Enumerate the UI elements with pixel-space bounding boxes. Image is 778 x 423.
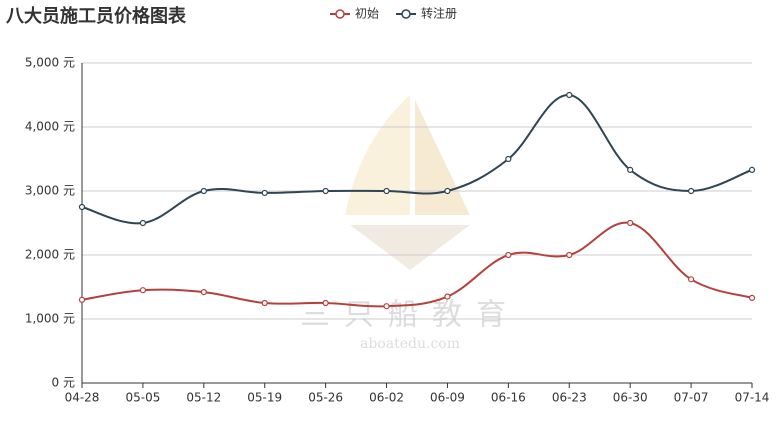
data-point — [566, 251, 573, 259]
x-tick-label: 05-19 — [247, 391, 282, 405]
data-point — [444, 293, 451, 300]
x-tick-label: 06-09 — [430, 391, 465, 405]
x-tick-label: 06-23 — [552, 391, 587, 405]
x-tick-label: 06-16 — [491, 391, 526, 405]
data-point — [505, 251, 512, 259]
data-point — [322, 299, 329, 307]
y-tick-label: 3,000 元 — [25, 184, 75, 198]
x-tick-label: 05-12 — [186, 391, 221, 405]
data-point — [444, 187, 451, 195]
chart-title: 八大员施工员价格图表 — [6, 5, 187, 27]
data-point — [261, 299, 268, 307]
data-point — [627, 219, 634, 227]
data-point — [78, 203, 86, 211]
x-tick-label: 04-28 — [65, 391, 100, 405]
data-point — [78, 296, 86, 303]
data-point — [748, 294, 756, 301]
x-tick-label: 06-02 — [369, 391, 404, 405]
data-point — [139, 219, 147, 227]
legend-marker — [401, 9, 411, 19]
x-tick-label: 06-30 — [613, 391, 648, 405]
y-tick-label: 5,000 元 — [25, 56, 75, 70]
data-point — [748, 166, 756, 173]
x-tick-label: 05-26 — [308, 391, 343, 405]
y-tick-label: 1,000 元 — [25, 312, 75, 326]
legend-marker — [335, 9, 345, 19]
data-point — [687, 187, 695, 195]
series-line — [81, 93, 753, 225]
x-tick-label: 07-14 — [735, 391, 770, 405]
data-point — [383, 303, 390, 310]
y-tick-label: 0 元 — [52, 376, 75, 390]
data-point — [139, 287, 147, 294]
y-tick-label: 4,000 元 — [25, 120, 75, 134]
watermark-url: aboatedu.com — [360, 336, 460, 352]
data-point — [627, 166, 634, 173]
data-point — [505, 155, 512, 163]
data-point — [322, 187, 329, 195]
x-tick-label: 05-05 — [125, 391, 160, 405]
watermark-logo — [345, 95, 470, 270]
data-point — [383, 187, 390, 195]
data-point — [200, 289, 207, 296]
legend-label: 转注册 — [421, 6, 457, 21]
legend-label: 初始 — [355, 7, 379, 21]
data-point — [687, 276, 695, 283]
y-tick-label: 2,000 元 — [25, 248, 75, 262]
data-point — [261, 189, 268, 197]
data-point — [200, 187, 207, 195]
data-point — [566, 91, 573, 99]
x-tick-label: 07-07 — [674, 391, 709, 405]
